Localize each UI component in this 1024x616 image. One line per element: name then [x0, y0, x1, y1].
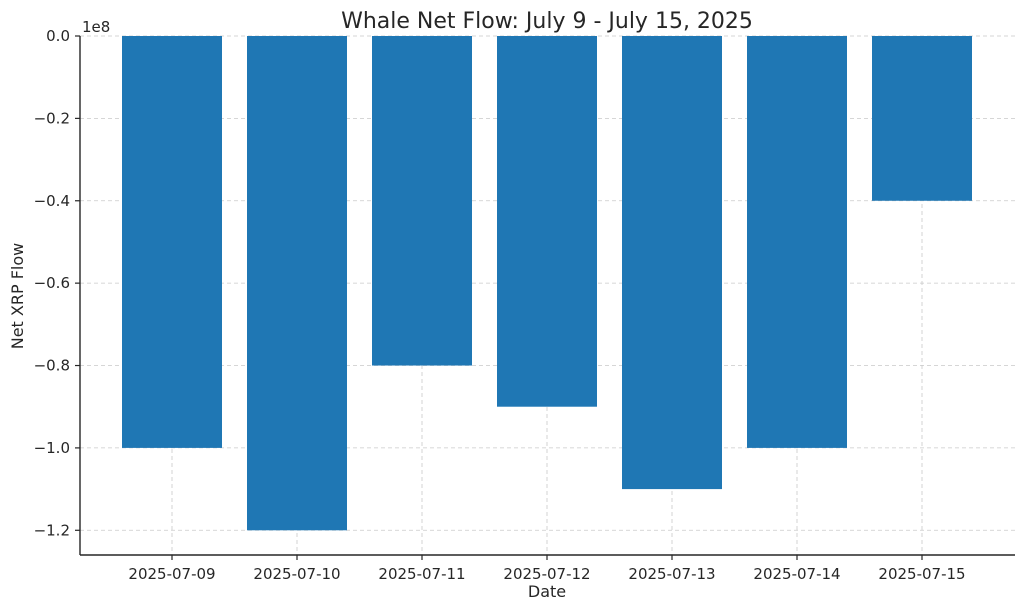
x-tick-label: 2025-07-13 — [628, 565, 715, 583]
bar-2025-07-12 — [497, 36, 597, 407]
x-tick-label: 2025-07-14 — [753, 565, 840, 583]
bar-2025-07-14 — [747, 36, 847, 448]
bar-2025-07-13 — [622, 36, 722, 490]
y-tick-label: −0.2 — [34, 109, 70, 127]
bars — [122, 36, 972, 531]
axes: 0.0 −0.2 −0.4 −0.6 −0.8 −1.0 −1.2 2025-07-09 202… — [34, 27, 1015, 583]
chart-title: Whale Net Flow: July 9 - July 15, 2025 — [341, 9, 753, 34]
y-axis-offset-label: 1e8 — [82, 18, 110, 36]
x-tick-label: 2025-07-15 — [878, 565, 965, 583]
bar-2025-07-11 — [372, 36, 472, 366]
bar-2025-07-09 — [122, 36, 222, 448]
bar-2025-07-10 — [247, 36, 347, 531]
y-tick-label: −1.0 — [34, 439, 70, 457]
x-tick-label: 2025-07-09 — [128, 565, 215, 583]
y-axis-label: Net XRP Flow — [8, 243, 27, 350]
x-axis-label: Date — [528, 582, 566, 601]
x-tick-label: 2025-07-10 — [253, 565, 340, 583]
y-tick-label: −1.2 — [34, 521, 70, 539]
y-tick-label: −0.8 — [34, 357, 70, 375]
y-tick-label: 0.0 — [46, 27, 70, 45]
bar-2025-07-15 — [872, 36, 972, 201]
y-tick-label: −0.4 — [34, 192, 70, 210]
x-tick-label: 2025-07-11 — [378, 565, 465, 583]
x-tick-label: 2025-07-12 — [503, 565, 590, 583]
y-tick-label: −0.6 — [34, 274, 70, 292]
